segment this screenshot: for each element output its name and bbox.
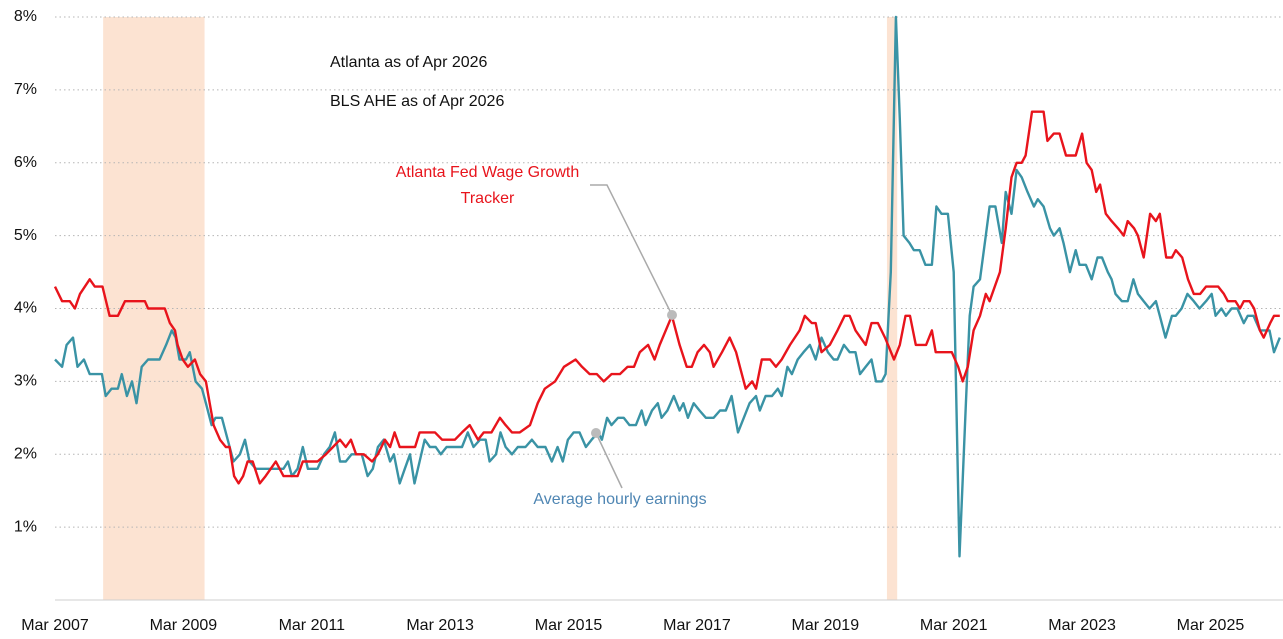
anchor-dot bbox=[591, 428, 601, 438]
annotation: Atlanta as of Apr 2026 bbox=[330, 54, 488, 71]
series-line bbox=[53, 110, 1280, 485]
y-tick-label: 8% bbox=[14, 8, 37, 25]
x-tick-label: Mar 2015 bbox=[535, 617, 603, 634]
x-tick-label: Mar 2019 bbox=[792, 617, 860, 634]
x-tick-label: Mar 2017 bbox=[663, 617, 731, 634]
x-tick-label: Mar 2009 bbox=[150, 617, 218, 634]
x-tick-label: Mar 2025 bbox=[1177, 617, 1245, 634]
series-label: Average hourly earnings bbox=[533, 491, 707, 508]
anchor-dot bbox=[667, 310, 677, 320]
x-tick-label: Mar 2023 bbox=[1048, 617, 1116, 634]
x-tick-label: Mar 2007 bbox=[21, 617, 89, 634]
y-tick-label: 7% bbox=[14, 81, 37, 98]
series-line bbox=[54, 15, 1281, 558]
leader-line bbox=[590, 184, 673, 316]
series-label: Atlanta Fed Wage Growth Tracker bbox=[395, 164, 580, 207]
y-tick-label: 4% bbox=[14, 300, 37, 317]
annotation: BLS AHE as of Apr 2026 bbox=[330, 93, 504, 110]
y-tick-label: 6% bbox=[14, 154, 37, 171]
x-tick-label: Mar 2013 bbox=[406, 617, 474, 634]
y-tick-label: 5% bbox=[14, 227, 37, 244]
y-tick-label: 2% bbox=[14, 445, 37, 462]
y-tick-label: 3% bbox=[14, 373, 37, 390]
y-tick-label: 1% bbox=[14, 518, 37, 535]
x-tick-label: Mar 2021 bbox=[920, 617, 988, 634]
leader-line bbox=[595, 432, 623, 489]
x-tick-label: Mar 2011 bbox=[279, 617, 346, 634]
